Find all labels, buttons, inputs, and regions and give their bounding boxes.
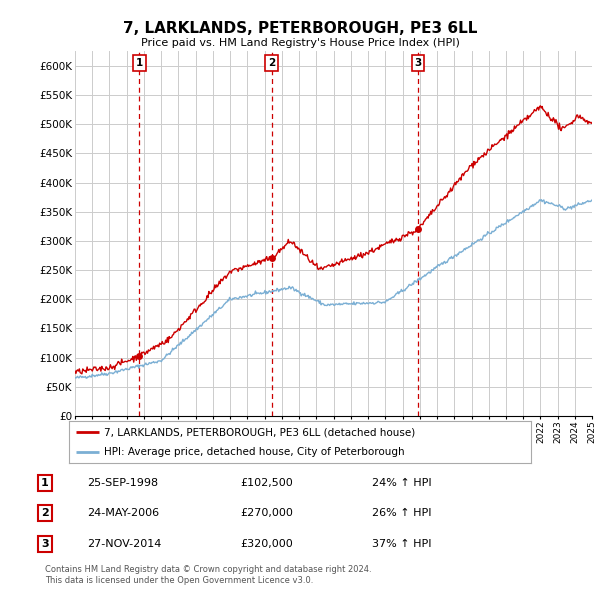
Text: 3: 3 [41,539,49,549]
Text: 27-NOV-2014: 27-NOV-2014 [87,539,161,549]
Text: £270,000: £270,000 [240,509,293,518]
Text: Contains HM Land Registry data © Crown copyright and database right 2024.: Contains HM Land Registry data © Crown c… [45,565,371,574]
Text: 2: 2 [268,58,275,68]
Text: 24-MAY-2006: 24-MAY-2006 [87,509,159,518]
Text: Price paid vs. HM Land Registry's House Price Index (HPI): Price paid vs. HM Land Registry's House … [140,38,460,48]
Text: 25-SEP-1998: 25-SEP-1998 [87,478,158,487]
Text: HPI: Average price, detached house, City of Peterborough: HPI: Average price, detached house, City… [104,447,404,457]
Text: 7, LARKLANDS, PETERBOROUGH, PE3 6LL (detached house): 7, LARKLANDS, PETERBOROUGH, PE3 6LL (det… [104,427,415,437]
Text: 3: 3 [415,58,422,68]
Text: 1: 1 [41,478,49,487]
Text: 37% ↑ HPI: 37% ↑ HPI [372,539,431,549]
Text: £102,500: £102,500 [240,478,293,487]
Text: This data is licensed under the Open Government Licence v3.0.: This data is licensed under the Open Gov… [45,576,313,585]
Text: 7, LARKLANDS, PETERBOROUGH, PE3 6LL: 7, LARKLANDS, PETERBOROUGH, PE3 6LL [123,21,477,35]
Text: £320,000: £320,000 [240,539,293,549]
Text: 24% ↑ HPI: 24% ↑ HPI [372,478,431,487]
Text: 2: 2 [41,509,49,518]
Text: 1: 1 [136,58,143,68]
Text: 26% ↑ HPI: 26% ↑ HPI [372,509,431,518]
